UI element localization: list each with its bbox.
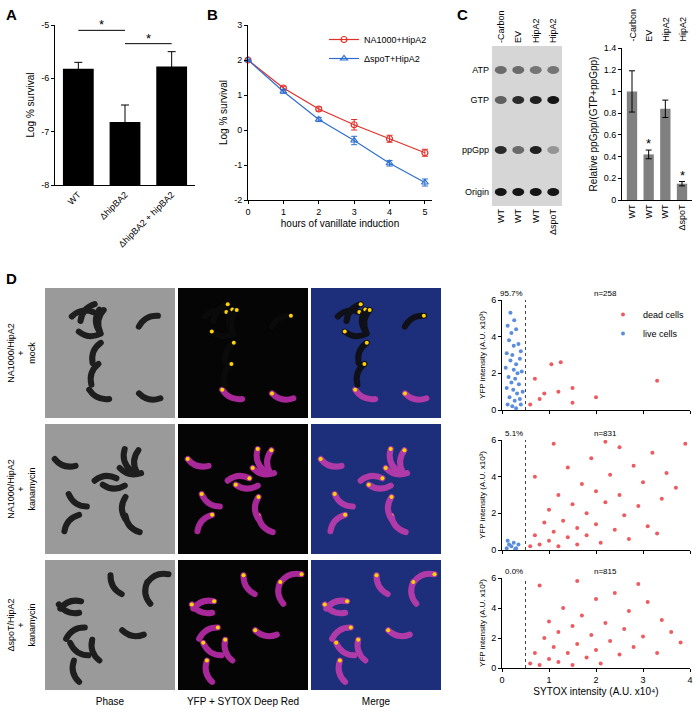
svg-text:0.6: 0.6 xyxy=(604,130,617,140)
svg-text:-8: -8 xyxy=(41,180,49,190)
svg-text:WT: WT xyxy=(66,189,83,206)
svg-text:6: 6 xyxy=(491,295,496,305)
svg-text:GTP: GTP xyxy=(470,95,489,105)
svg-text:0: 0 xyxy=(491,405,496,415)
svg-text:Merge: Merge xyxy=(362,696,391,707)
svg-text:5.1%: 5.1% xyxy=(505,429,523,438)
svg-text:2: 2 xyxy=(491,368,496,378)
svg-text:Log % survival: Log % survival xyxy=(25,72,36,137)
svg-text:4: 4 xyxy=(687,675,692,685)
svg-text:3: 3 xyxy=(352,207,357,217)
svg-text:5: 5 xyxy=(422,207,427,217)
svg-text:0.8: 0.8 xyxy=(604,108,617,118)
svg-text:ΔspoT/HipA2+kanamycin: ΔspoT/HipA2+kanamycin xyxy=(6,598,37,651)
svg-text:live cells: live cells xyxy=(643,329,678,339)
svg-text:-7: -7 xyxy=(41,127,49,137)
svg-text:NA1000/HipA2+kanamycin: NA1000/HipA2+kanamycin xyxy=(6,459,37,519)
svg-text:Origin: Origin xyxy=(465,187,489,197)
svg-text:4: 4 xyxy=(491,603,496,613)
svg-text:Relative ppGpp/(GTP+ppGpp): Relative ppGpp/(GTP+ppGpp) xyxy=(588,57,599,192)
svg-text:NA1000/HipA2+mock: NA1000/HipA2+mock xyxy=(6,323,37,383)
svg-text:0: 0 xyxy=(491,663,496,673)
svg-text:2: 2 xyxy=(491,633,496,643)
svg-text:6: 6 xyxy=(491,435,496,445)
svg-text:0: 0 xyxy=(491,545,496,555)
svg-text:-2: -2 xyxy=(234,195,242,205)
svg-text:ΔspoT+HipA2: ΔspoT+HipA2 xyxy=(364,54,420,64)
svg-text:95.7%: 95.7% xyxy=(500,289,523,298)
svg-text:4: 4 xyxy=(387,207,392,217)
svg-text:HipA2: HipA2 xyxy=(678,17,688,42)
svg-text:2: 2 xyxy=(491,508,496,518)
svg-text:6: 6 xyxy=(491,573,496,583)
svg-text:3: 3 xyxy=(237,20,242,30)
svg-text:ΔspoT: ΔspoT xyxy=(677,204,687,231)
svg-text:ppGpp: ppGpp xyxy=(462,145,489,155)
svg-text:n=831: n=831 xyxy=(594,429,617,438)
svg-text:Phase: Phase xyxy=(96,696,125,707)
svg-text:1: 1 xyxy=(546,675,551,685)
svg-text:0.4: 0.4 xyxy=(604,152,617,162)
svg-text:SYTOX intensity (A.U. x10⁴): SYTOX intensity (A.U. x10⁴) xyxy=(533,686,658,697)
svg-text:n=258: n=258 xyxy=(594,289,617,298)
svg-text:*: * xyxy=(99,17,104,32)
svg-text:-Carbon: -Carbon xyxy=(496,10,506,43)
svg-text:Log % survival: Log % survival xyxy=(218,80,229,145)
svg-text:1: 1 xyxy=(281,207,286,217)
svg-text:WT: WT xyxy=(513,209,523,223)
svg-text:-5: -5 xyxy=(41,20,49,30)
svg-text:hours of vanillate induction: hours of vanillate induction xyxy=(281,218,399,229)
svg-text:WT: WT xyxy=(644,204,654,218)
svg-text:A: A xyxy=(6,6,17,23)
svg-text:ATP: ATP xyxy=(472,65,489,75)
svg-text:EV: EV xyxy=(644,30,654,42)
svg-text:4: 4 xyxy=(491,472,496,482)
svg-text:ΔhipBA2 + hipBA2: ΔhipBA2 + hipBA2 xyxy=(117,190,177,250)
svg-text:1.2: 1.2 xyxy=(604,65,617,75)
svg-text:YFP intensity (A.U. x10³): YFP intensity (A.U. x10³) xyxy=(478,311,487,399)
svg-text:1: 1 xyxy=(237,90,242,100)
svg-text:2: 2 xyxy=(316,207,321,217)
svg-text:4: 4 xyxy=(491,332,496,342)
svg-text:D: D xyxy=(6,270,17,287)
svg-text:0: 0 xyxy=(237,125,242,135)
svg-text:HipA2: HipA2 xyxy=(661,17,671,42)
svg-text:ΔspoT: ΔspoT xyxy=(548,209,558,236)
svg-text:2: 2 xyxy=(237,55,242,65)
svg-text:HipA2: HipA2 xyxy=(531,18,541,43)
svg-text:B: B xyxy=(207,6,218,23)
svg-text:0: 0 xyxy=(611,195,616,205)
svg-text:ΔhipBA2: ΔhipBA2 xyxy=(98,190,130,222)
svg-text:*: * xyxy=(146,31,151,46)
svg-text:1.4: 1.4 xyxy=(604,43,617,53)
svg-text:1: 1 xyxy=(611,87,616,97)
svg-text:EV: EV xyxy=(513,31,523,43)
svg-text:0: 0 xyxy=(499,675,504,685)
svg-text:dead cells: dead cells xyxy=(643,310,684,320)
svg-text:WT: WT xyxy=(496,209,506,223)
svg-text:-1: -1 xyxy=(234,160,242,170)
svg-text:0.0%: 0.0% xyxy=(505,567,523,576)
svg-text:NA1000+HipA2: NA1000+HipA2 xyxy=(364,35,426,45)
svg-text:0: 0 xyxy=(245,207,250,217)
svg-text:*: * xyxy=(646,136,651,151)
svg-text:-6: -6 xyxy=(41,73,49,83)
svg-text:YFP intensity (A.U. x10³): YFP intensity (A.U. x10³) xyxy=(478,579,487,667)
svg-text:*: * xyxy=(680,168,685,183)
svg-text:2: 2 xyxy=(593,675,598,685)
svg-text:WT: WT xyxy=(660,204,670,218)
svg-text:n=815: n=815 xyxy=(594,567,617,576)
svg-text:C: C xyxy=(457,6,468,23)
svg-text:YFP + SYTOX Deep Red: YFP + SYTOX Deep Red xyxy=(187,696,299,707)
svg-text:YFP intensity (A.U. x10³): YFP intensity (A.U. x10³) xyxy=(478,451,487,539)
svg-text:HipA2: HipA2 xyxy=(548,18,558,43)
svg-text:3: 3 xyxy=(640,675,645,685)
svg-text:WT: WT xyxy=(531,209,541,223)
svg-text:WT: WT xyxy=(627,204,637,218)
svg-text:0.2: 0.2 xyxy=(604,173,617,183)
svg-text:-Carbon: -Carbon xyxy=(628,9,638,42)
